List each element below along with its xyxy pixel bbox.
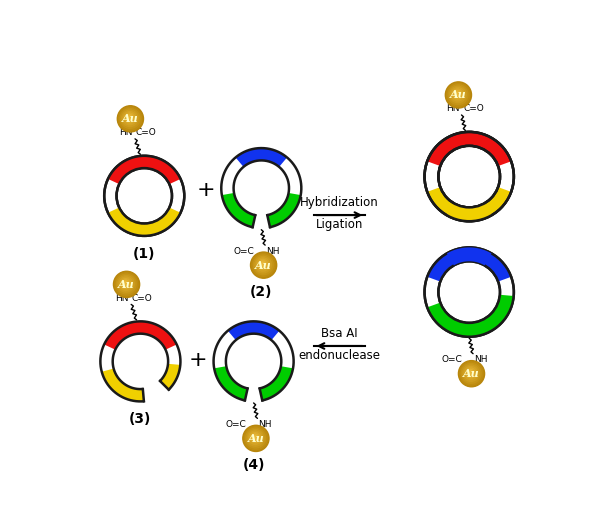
Polygon shape	[214, 321, 293, 401]
Polygon shape	[228, 321, 280, 340]
Circle shape	[253, 436, 256, 439]
Text: endonuclease: endonuclease	[298, 349, 380, 362]
Circle shape	[425, 132, 514, 221]
Circle shape	[451, 88, 464, 101]
Polygon shape	[259, 366, 293, 401]
Polygon shape	[427, 187, 511, 221]
Circle shape	[255, 257, 271, 273]
Polygon shape	[447, 247, 491, 265]
Circle shape	[123, 111, 136, 125]
Circle shape	[261, 262, 264, 266]
Text: Ligation: Ligation	[316, 218, 363, 231]
Polygon shape	[267, 193, 301, 228]
Circle shape	[244, 427, 267, 449]
Text: (4): (4)	[242, 459, 265, 472]
Circle shape	[461, 363, 481, 383]
Text: O=C: O=C	[233, 247, 254, 256]
Circle shape	[466, 368, 476, 378]
Text: Bsa AI: Bsa AI	[321, 327, 358, 340]
Circle shape	[250, 433, 260, 442]
Circle shape	[243, 426, 269, 451]
Circle shape	[460, 362, 483, 385]
Circle shape	[256, 258, 269, 271]
Text: HN: HN	[446, 104, 460, 114]
Circle shape	[458, 360, 485, 387]
Polygon shape	[427, 132, 511, 166]
Circle shape	[126, 115, 133, 121]
Circle shape	[249, 431, 262, 444]
Circle shape	[121, 278, 131, 289]
Polygon shape	[102, 369, 144, 402]
Circle shape	[445, 82, 472, 108]
Circle shape	[247, 430, 263, 446]
Circle shape	[253, 255, 273, 275]
Text: (1): (1)	[133, 247, 155, 261]
Polygon shape	[214, 366, 248, 401]
Polygon shape	[160, 364, 180, 390]
Text: NH: NH	[258, 420, 272, 429]
Circle shape	[120, 109, 140, 128]
Circle shape	[118, 106, 143, 132]
Circle shape	[455, 92, 459, 96]
Text: HN: HN	[115, 294, 129, 303]
Text: Au: Au	[118, 279, 135, 290]
Circle shape	[447, 83, 470, 106]
Circle shape	[448, 85, 468, 104]
Circle shape	[104, 156, 184, 236]
Circle shape	[258, 260, 268, 269]
Circle shape	[115, 273, 138, 296]
Circle shape	[251, 434, 258, 441]
Circle shape	[464, 366, 478, 380]
Polygon shape	[427, 295, 514, 337]
Text: (2): (2)	[250, 285, 272, 299]
Polygon shape	[221, 148, 301, 227]
Circle shape	[122, 110, 138, 127]
Text: HN: HN	[119, 128, 133, 137]
Text: Au: Au	[463, 368, 480, 379]
Circle shape	[125, 113, 134, 123]
Polygon shape	[222, 193, 256, 228]
Text: O=C: O=C	[226, 420, 247, 429]
Text: +: +	[189, 350, 208, 370]
Circle shape	[469, 371, 472, 374]
Polygon shape	[236, 148, 287, 167]
Circle shape	[252, 253, 275, 276]
Circle shape	[251, 252, 277, 278]
Polygon shape	[108, 208, 181, 236]
Text: Au: Au	[450, 90, 467, 100]
Text: Au: Au	[248, 433, 264, 444]
Circle shape	[118, 276, 134, 292]
Circle shape	[452, 89, 463, 99]
Circle shape	[467, 370, 474, 376]
Circle shape	[463, 365, 479, 381]
Circle shape	[450, 87, 466, 103]
Polygon shape	[100, 321, 181, 402]
Text: NH: NH	[266, 247, 280, 256]
Circle shape	[425, 247, 514, 337]
Polygon shape	[427, 247, 511, 281]
Circle shape	[246, 428, 265, 448]
Circle shape	[454, 91, 461, 97]
Text: C=O: C=O	[136, 128, 157, 137]
Circle shape	[116, 274, 136, 294]
Text: Au: Au	[255, 260, 272, 271]
Circle shape	[124, 281, 127, 285]
Text: O=C: O=C	[442, 355, 462, 364]
Text: NH: NH	[474, 355, 487, 364]
Circle shape	[259, 261, 266, 267]
Text: Au: Au	[122, 114, 139, 124]
Text: (3): (3)	[129, 412, 152, 426]
Polygon shape	[108, 156, 181, 184]
Circle shape	[119, 277, 133, 290]
Circle shape	[122, 280, 129, 287]
Polygon shape	[104, 321, 176, 350]
Circle shape	[128, 116, 131, 119]
Circle shape	[113, 271, 140, 297]
Text: +: +	[197, 180, 215, 201]
Text: Hybridization: Hybridization	[299, 196, 379, 209]
Text: C=O: C=O	[463, 104, 484, 114]
Text: C=O: C=O	[132, 294, 152, 303]
Circle shape	[119, 107, 142, 130]
Polygon shape	[447, 203, 491, 221]
